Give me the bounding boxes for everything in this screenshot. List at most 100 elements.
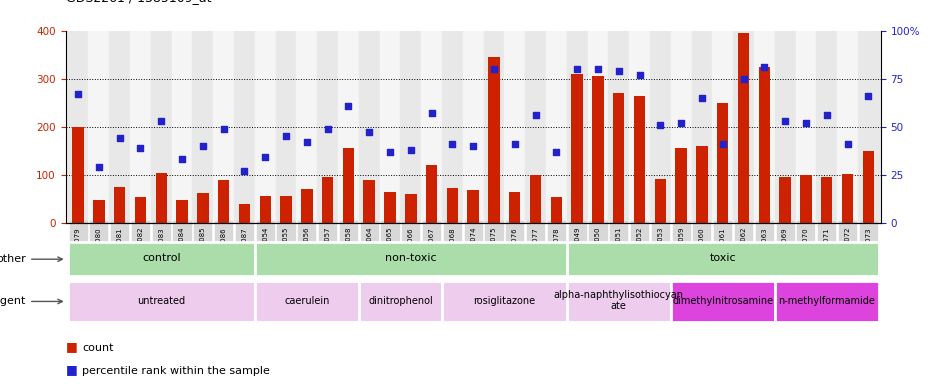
Point xyxy=(736,76,751,82)
Point xyxy=(92,164,107,170)
Bar xyxy=(135,197,146,223)
Bar xyxy=(695,146,707,223)
Point xyxy=(257,154,272,161)
Bar xyxy=(171,31,192,223)
Bar xyxy=(192,31,213,223)
Bar xyxy=(691,31,711,223)
Bar xyxy=(633,96,645,223)
Bar xyxy=(404,194,417,223)
Bar xyxy=(421,31,442,223)
Bar xyxy=(358,31,379,223)
Point xyxy=(694,95,709,101)
Bar xyxy=(462,31,483,223)
Bar xyxy=(88,31,110,223)
Point xyxy=(610,68,625,74)
Bar xyxy=(836,31,857,223)
Bar xyxy=(737,33,749,223)
Point xyxy=(320,126,335,132)
Bar xyxy=(566,31,587,223)
Bar xyxy=(711,31,732,223)
Point xyxy=(632,72,647,78)
Bar xyxy=(566,242,878,276)
Bar xyxy=(343,148,354,223)
Bar xyxy=(255,281,358,322)
Bar xyxy=(820,177,831,223)
Point xyxy=(673,120,688,126)
Text: count: count xyxy=(82,343,114,353)
Text: percentile rank within the sample: percentile rank within the sample xyxy=(82,366,271,376)
Bar xyxy=(795,31,815,223)
Bar xyxy=(779,177,790,223)
Point xyxy=(839,141,854,147)
Text: dinitrophenol: dinitrophenol xyxy=(368,296,432,306)
Bar xyxy=(716,103,727,223)
Bar xyxy=(155,173,167,223)
Bar xyxy=(841,174,853,223)
Text: caerulein: caerulein xyxy=(284,296,329,306)
Point xyxy=(237,168,252,174)
Text: untreated: untreated xyxy=(137,296,185,306)
Bar xyxy=(296,31,317,223)
Bar xyxy=(239,204,250,223)
Point xyxy=(341,103,356,109)
Bar xyxy=(504,31,524,223)
Point xyxy=(506,141,521,147)
Point xyxy=(70,91,85,97)
Bar xyxy=(176,200,187,223)
Bar xyxy=(612,93,623,223)
Point xyxy=(361,129,376,136)
Point xyxy=(133,145,148,151)
Bar xyxy=(67,242,255,276)
Bar xyxy=(446,188,458,223)
Bar xyxy=(379,31,400,223)
Text: toxic: toxic xyxy=(709,253,736,263)
Text: other: other xyxy=(0,254,62,264)
Bar xyxy=(774,281,878,322)
Point xyxy=(652,122,667,128)
Point xyxy=(112,135,127,141)
Point xyxy=(548,149,563,155)
Bar xyxy=(400,31,421,223)
Bar xyxy=(234,31,255,223)
Bar xyxy=(72,127,83,223)
Bar xyxy=(275,31,296,223)
Text: agent: agent xyxy=(0,296,62,306)
Bar xyxy=(566,281,670,322)
Bar xyxy=(363,180,374,223)
Text: ■: ■ xyxy=(66,340,78,353)
Bar xyxy=(675,148,686,223)
Bar xyxy=(508,192,519,223)
Bar xyxy=(862,151,873,223)
Bar xyxy=(384,192,395,223)
Bar xyxy=(151,31,171,223)
Text: ■: ■ xyxy=(66,363,78,376)
Bar xyxy=(67,281,255,322)
Bar xyxy=(815,31,836,223)
Point xyxy=(424,110,439,116)
Bar xyxy=(93,200,105,223)
Bar xyxy=(358,281,442,322)
Point xyxy=(797,120,812,126)
Point xyxy=(402,147,417,153)
Point xyxy=(195,143,210,149)
Bar xyxy=(483,31,504,223)
Bar xyxy=(67,31,88,223)
Text: dimethylnitrosamine: dimethylnitrosamine xyxy=(671,296,772,306)
Point xyxy=(445,141,460,147)
Bar xyxy=(758,67,769,223)
Bar xyxy=(442,31,462,223)
Bar xyxy=(110,31,130,223)
Bar xyxy=(592,76,603,223)
Bar xyxy=(255,31,275,223)
Point xyxy=(528,112,543,118)
Bar xyxy=(732,31,753,223)
Bar xyxy=(114,187,125,223)
Point xyxy=(299,139,314,145)
Point xyxy=(174,156,189,162)
Bar xyxy=(670,31,691,223)
Bar xyxy=(628,31,650,223)
Bar xyxy=(300,189,313,223)
Point xyxy=(777,118,792,124)
Bar xyxy=(426,165,437,223)
Bar xyxy=(130,31,151,223)
